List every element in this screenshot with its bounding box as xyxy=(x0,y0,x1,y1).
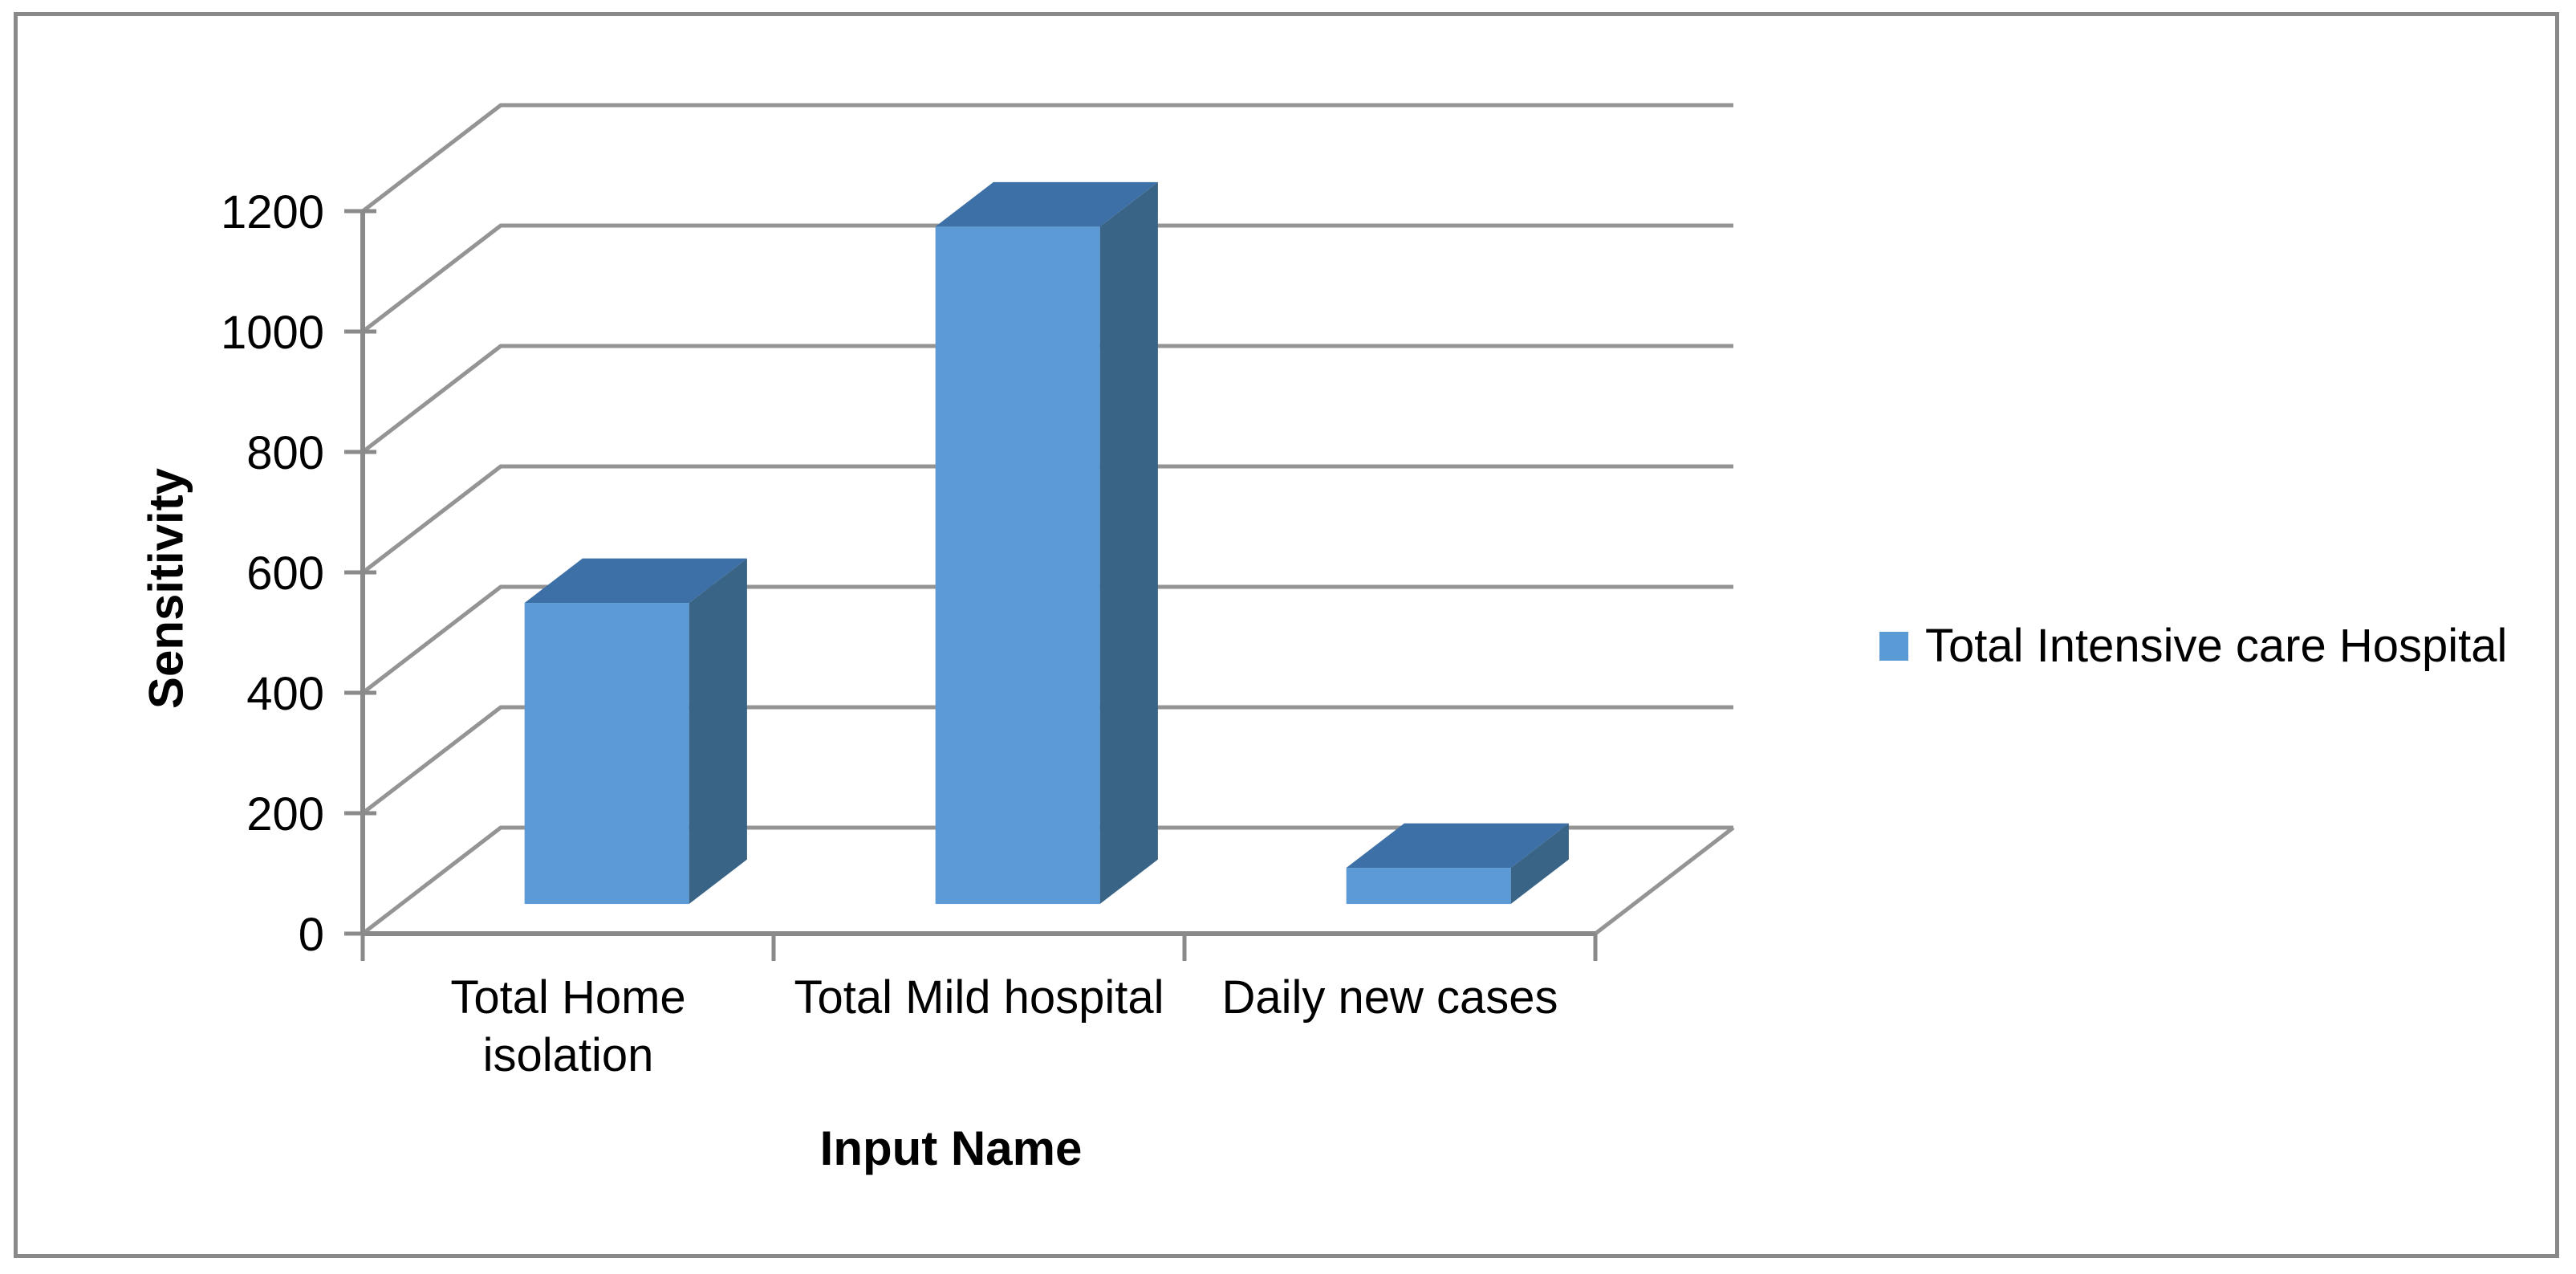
y-tick-label: 400 xyxy=(246,668,324,720)
x-category-label: Total Mild hospital xyxy=(794,971,1164,1024)
y-tick-label: 1200 xyxy=(221,186,324,238)
bar-total-home-isolation-top-face xyxy=(524,558,747,604)
bar-total-mild-hospital-front-face xyxy=(935,226,1100,905)
x-axis-title: Input Name xyxy=(819,1121,1083,1175)
bar-daily-new-cases-top-face xyxy=(1346,823,1569,869)
y-tick-label: 800 xyxy=(246,427,324,479)
bar-daily-new-cases-side-face xyxy=(1510,823,1569,905)
x-category-label: Daily new cases xyxy=(1221,971,1558,1024)
gridline xyxy=(361,705,1733,815)
legend-swatch xyxy=(1879,631,1908,661)
bar-daily-new-cases-front-face xyxy=(1346,868,1511,905)
y-tick-label: 600 xyxy=(246,547,324,600)
y-tick-label: 0 xyxy=(299,909,324,961)
x-category-label: isolation xyxy=(483,1029,654,1081)
y-axis-title: Sensitivity xyxy=(139,467,193,710)
bar-total-home-isolation-front-face xyxy=(524,603,689,905)
gridline xyxy=(361,223,1733,333)
bar-total-home-isolation-side-face xyxy=(689,558,747,905)
gridline xyxy=(361,344,1733,454)
y-tick-label: 1000 xyxy=(221,307,324,359)
legend-label: Total Intensive care Hospital xyxy=(1925,620,2508,672)
floor-back-edge xyxy=(361,825,1733,935)
gridline xyxy=(361,103,1733,213)
gridline xyxy=(361,584,1733,694)
bar-total-mild-hospital-top-face xyxy=(935,181,1158,227)
floor-right-edge xyxy=(1594,826,1735,935)
legend: Total Intensive care Hospital xyxy=(1879,619,2507,673)
y-tick-label: 200 xyxy=(246,788,324,841)
x-category-label: Total Home xyxy=(450,971,685,1024)
gridline xyxy=(361,464,1733,574)
bar-total-mild-hospital-side-face xyxy=(1099,181,1158,905)
